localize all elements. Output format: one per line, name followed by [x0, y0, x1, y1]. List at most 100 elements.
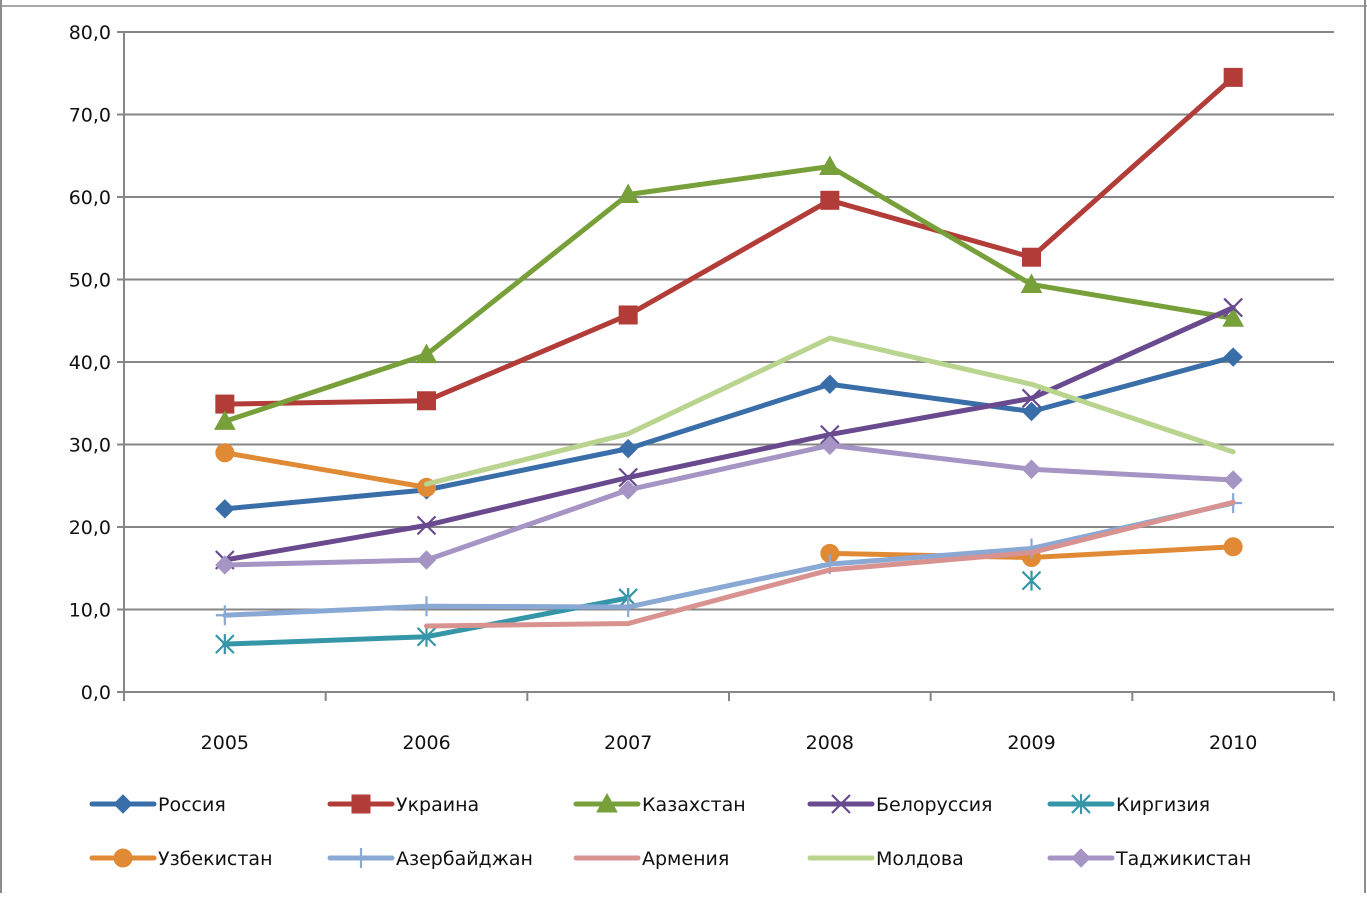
legend-item: Белоруссия: [807, 794, 992, 816]
series-Таджикистан: [215, 435, 1243, 575]
series-Армения: [424, 499, 1236, 629]
x-tick-label: 2006: [402, 732, 450, 754]
series-Казахстан: [213, 155, 1245, 430]
series-line: [222, 354, 1236, 512]
point-marker: [1022, 538, 1041, 559]
point-marker: [1021, 570, 1042, 591]
point-marker: [618, 467, 638, 488]
series-line: [222, 163, 1236, 424]
point-marker: [1021, 401, 1042, 422]
x-tick-label: 2005: [201, 732, 249, 754]
point-marker: [215, 499, 235, 519]
point-marker: [618, 480, 638, 500]
series-line: [222, 500, 1236, 618]
point-marker: [1222, 307, 1245, 327]
y-tick-label: 50,0: [69, 270, 111, 292]
y-tick-label: 80,0: [69, 22, 111, 44]
point-marker: [618, 305, 638, 325]
legend: Россия Украина Казахстан Белоруссия Киргизия…: [89, 792, 1251, 870]
x-tick-label: 2007: [604, 732, 652, 754]
series-Белоруссия: [215, 297, 1243, 570]
point-marker: [1223, 347, 1243, 367]
series-lines: [213, 67, 1245, 655]
series-line: [222, 74, 1236, 407]
y-tick-label: 10,0: [69, 600, 111, 622]
point-marker: [215, 443, 235, 463]
point-marker: [215, 634, 235, 655]
series-Узбекистан: [215, 443, 1243, 568]
legend-label: Армения: [642, 848, 729, 870]
y-tick-label: 40,0: [69, 352, 111, 374]
series-line: [424, 335, 1236, 487]
point-marker: [113, 794, 133, 814]
series-Украина: [215, 67, 1243, 414]
legend-label: Белоруссия: [876, 794, 992, 816]
legend-label: Таджикистан: [1115, 848, 1251, 870]
legend-label: Молдова: [876, 848, 964, 870]
point-marker: [113, 848, 133, 868]
point-marker: [596, 792, 618, 813]
point-marker: [215, 555, 235, 575]
legend-item: Азербайджан: [327, 848, 533, 870]
point-marker: [1071, 848, 1091, 868]
point-marker: [1223, 537, 1243, 557]
y-tick-label: 60,0: [69, 187, 111, 209]
series-line: [424, 499, 1236, 629]
point-marker: [820, 190, 840, 210]
series-line: [222, 305, 1236, 563]
x-tick-label: 2010: [1209, 732, 1257, 754]
legend-item: Казахстан: [573, 792, 746, 816]
point-marker: [820, 374, 840, 394]
point-marker: [618, 438, 638, 459]
legend-item: Россия: [89, 794, 226, 816]
point-marker: [1223, 470, 1243, 490]
legend-label: Азербайджан: [396, 848, 533, 870]
series-Азербайджан: [215, 493, 1243, 626]
point-marker: [617, 183, 640, 204]
legend-item: Таджикистан: [1047, 848, 1251, 870]
legend-item: Украина: [327, 794, 479, 816]
point-marker: [415, 343, 438, 364]
y-tick-label: 30,0: [69, 435, 111, 457]
point-marker: [1223, 67, 1243, 87]
point-marker: [820, 424, 840, 445]
y-tick-label: 70,0: [69, 105, 111, 127]
point-marker: [213, 410, 236, 430]
axes: 0,0 10,0 20,0 30,0 40,0 50,0 60,0 70,0 80,0 2005 2…: [69, 22, 1335, 754]
y-tick-label: 0,0: [81, 682, 111, 704]
point-marker: [416, 515, 437, 536]
point-marker: [417, 596, 436, 617]
y-tick-label: 20,0: [69, 517, 111, 539]
x-tick-label: 2008: [806, 732, 854, 754]
point-marker: [1021, 388, 1042, 409]
point-marker: [1022, 247, 1041, 267]
legend-label: Казахстан: [642, 794, 746, 816]
point-marker: [1223, 297, 1243, 318]
point-marker: [416, 626, 437, 647]
point-marker: [820, 435, 840, 456]
legend-item: Узбекистан: [89, 848, 273, 870]
legend-item: Киргизия: [1047, 794, 1210, 816]
series-line: [222, 442, 1236, 568]
point-marker: [417, 391, 436, 411]
legend-item: Молдова: [807, 848, 964, 870]
legend-label: Украина: [396, 794, 479, 816]
point-marker: [1020, 273, 1043, 293]
point-marker: [1021, 459, 1042, 479]
legend-label: Узбекистан: [158, 848, 273, 870]
point-marker: [818, 155, 841, 175]
legend-label: Киргизия: [1116, 794, 1210, 816]
point-marker: [831, 794, 851, 814]
point-marker: [1071, 794, 1091, 814]
series-line: [222, 450, 429, 490]
legend-item: Армения: [573, 848, 729, 870]
x-tick-label: 2009: [1007, 732, 1055, 754]
point-marker: [215, 605, 234, 626]
legend-label: Россия: [158, 794, 226, 816]
point-marker: [351, 794, 371, 814]
point-marker: [352, 848, 370, 868]
point-marker: [619, 597, 638, 618]
point-marker: [416, 550, 437, 570]
